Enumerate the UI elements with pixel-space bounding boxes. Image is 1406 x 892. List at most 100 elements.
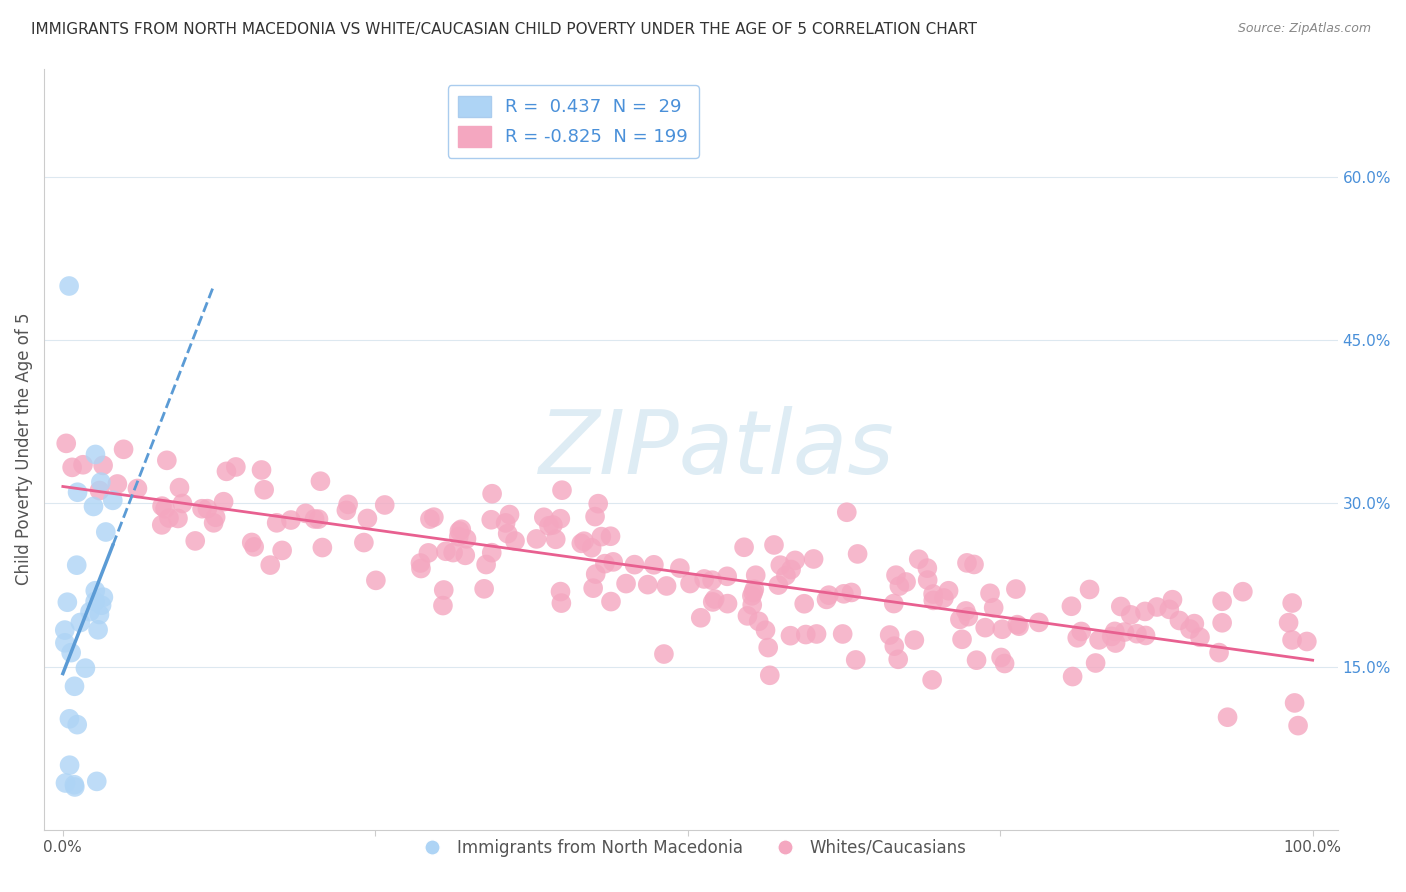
Point xyxy=(983,600,1005,615)
Point xyxy=(679,576,702,591)
Point xyxy=(716,597,738,611)
Point xyxy=(419,512,441,526)
Point xyxy=(1126,626,1149,640)
Point xyxy=(127,482,149,496)
Point xyxy=(966,653,988,667)
Point xyxy=(533,510,555,524)
Point xyxy=(841,585,863,599)
Point xyxy=(423,510,446,524)
Point xyxy=(101,493,124,508)
Point xyxy=(737,608,759,623)
Point xyxy=(93,590,115,604)
Point xyxy=(335,503,357,517)
Point xyxy=(63,778,86,792)
Point xyxy=(150,517,173,532)
Point xyxy=(472,582,495,596)
Point xyxy=(887,652,910,666)
Point xyxy=(150,499,173,513)
Point xyxy=(741,598,763,612)
Point xyxy=(1159,602,1181,616)
Point xyxy=(949,612,972,626)
Point xyxy=(475,558,498,572)
Point xyxy=(938,583,960,598)
Point xyxy=(1101,629,1123,643)
Point xyxy=(693,572,716,586)
Point xyxy=(69,615,91,630)
Point xyxy=(294,507,316,521)
Point xyxy=(748,615,770,629)
Point xyxy=(86,774,108,789)
Point xyxy=(775,568,797,582)
Point xyxy=(979,586,1001,600)
Point xyxy=(1135,628,1157,642)
Point xyxy=(1060,599,1083,614)
Point xyxy=(803,552,825,566)
Point xyxy=(308,512,330,526)
Point xyxy=(623,558,645,572)
Point xyxy=(184,533,207,548)
Point xyxy=(495,516,517,530)
Point xyxy=(742,585,765,599)
Point xyxy=(956,556,979,570)
Point xyxy=(271,543,294,558)
Point xyxy=(311,541,333,555)
Point xyxy=(818,588,841,602)
Point xyxy=(889,579,911,593)
Point xyxy=(87,623,110,637)
Point xyxy=(304,512,326,526)
Point xyxy=(884,568,907,582)
Text: IMMIGRANTS FROM NORTH MACEDONIA VS WHITE/CAUCASIAN CHILD POVERTY UNDER THE AGE O: IMMIGRANTS FROM NORTH MACEDONIA VS WHITE… xyxy=(31,22,977,37)
Point xyxy=(89,483,111,498)
Point xyxy=(768,578,790,592)
Text: ZIPatlas: ZIPatlas xyxy=(538,406,894,492)
Point xyxy=(337,497,360,511)
Point xyxy=(1070,624,1092,639)
Point xyxy=(53,636,76,650)
Point xyxy=(1286,718,1309,732)
Point xyxy=(582,581,605,595)
Point xyxy=(614,576,637,591)
Point xyxy=(593,557,616,571)
Point xyxy=(441,545,464,559)
Point xyxy=(105,477,128,491)
Point xyxy=(225,459,247,474)
Point xyxy=(353,535,375,549)
Point xyxy=(364,574,387,588)
Point xyxy=(418,546,440,560)
Point xyxy=(780,562,803,576)
Point xyxy=(90,599,112,613)
Point xyxy=(58,712,80,726)
Point xyxy=(652,647,675,661)
Point xyxy=(762,538,785,552)
Point xyxy=(1216,710,1239,724)
Point xyxy=(907,552,929,566)
Point xyxy=(167,511,190,525)
Point xyxy=(759,668,782,682)
Point xyxy=(585,567,607,582)
Point xyxy=(551,483,574,498)
Point xyxy=(832,587,855,601)
Point xyxy=(112,442,135,457)
Point xyxy=(204,510,226,524)
Point xyxy=(1278,615,1301,630)
Point xyxy=(374,498,396,512)
Point xyxy=(1104,636,1126,650)
Point xyxy=(581,541,603,555)
Point xyxy=(409,556,432,570)
Point xyxy=(806,627,828,641)
Point xyxy=(742,582,765,597)
Point xyxy=(1161,592,1184,607)
Point xyxy=(700,573,723,587)
Legend: Immigrants from North Macedonia, Whites/Caucasians: Immigrants from North Macedonia, Whites/… xyxy=(409,832,973,863)
Point xyxy=(66,717,89,731)
Point xyxy=(586,497,609,511)
Point xyxy=(1084,656,1107,670)
Point xyxy=(1028,615,1050,630)
Point xyxy=(63,780,86,794)
Point xyxy=(172,496,194,510)
Point xyxy=(702,595,724,609)
Point xyxy=(1114,625,1136,640)
Point xyxy=(1188,630,1211,644)
Point xyxy=(541,518,564,533)
Point xyxy=(89,607,111,622)
